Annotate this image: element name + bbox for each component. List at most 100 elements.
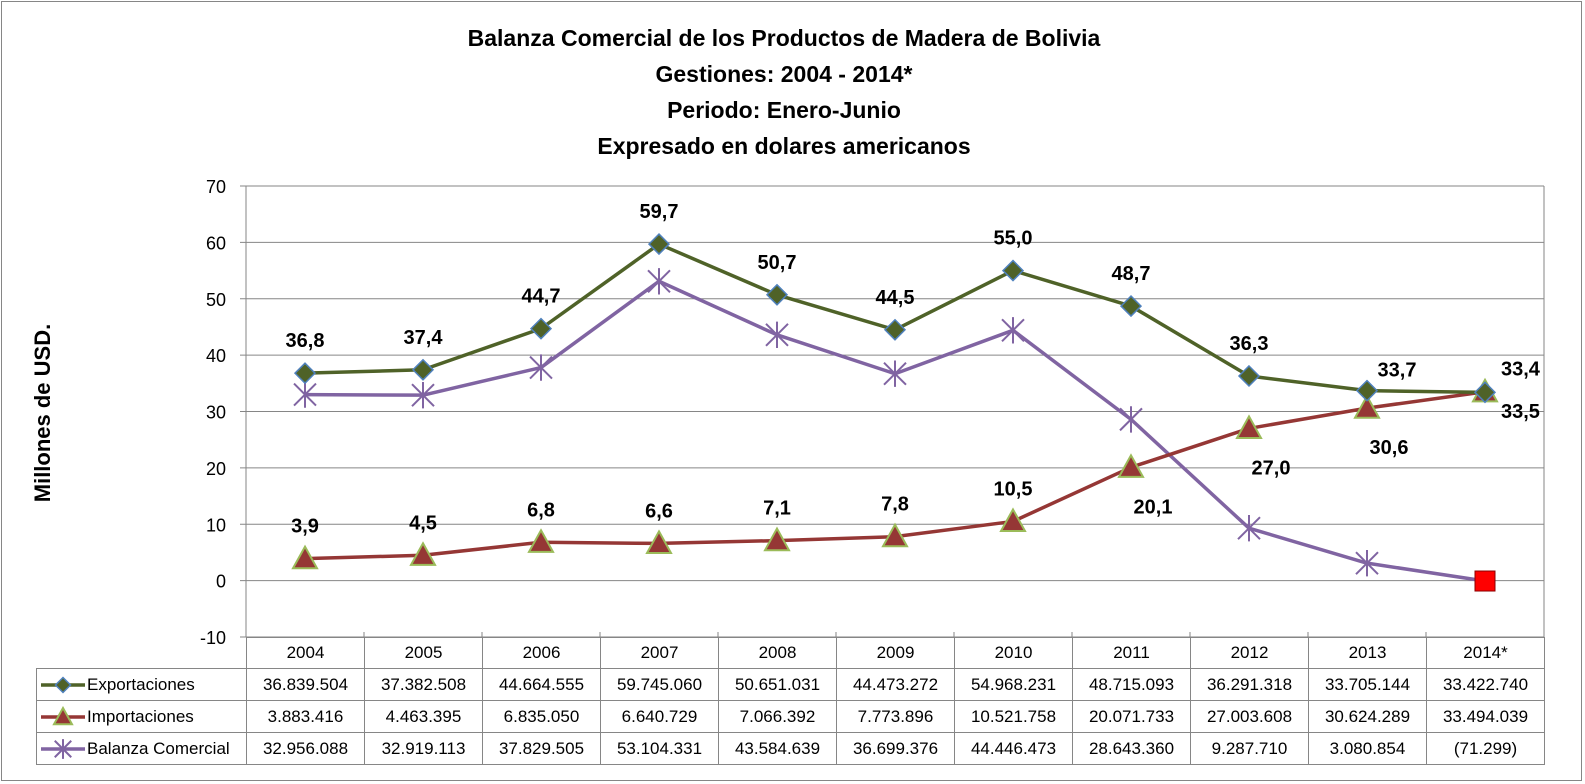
point-marker-exportaciones xyxy=(1355,379,1379,402)
table-cell: 6.835.050 xyxy=(482,700,601,733)
point-marker-balanza-comercial xyxy=(765,321,789,349)
point-marker-exportaciones xyxy=(529,317,553,340)
legend-key-exportaciones xyxy=(41,675,85,694)
table-cell: 3.883.416 xyxy=(246,700,365,733)
data-label-exportaciones: 37,4 xyxy=(404,327,444,349)
table-cell: 32.919.113 xyxy=(364,732,483,765)
y-tick-label: 20 xyxy=(206,459,226,479)
data-label-importaciones: 33,5 xyxy=(1501,401,1540,423)
data-table: 2004 2005 2006 2007 2008 2009 2010 2011 2012 2013… xyxy=(36,637,1545,765)
data-label-exportaciones: 36,3 xyxy=(1230,333,1269,355)
point-marker-balanza-comercial xyxy=(1355,549,1379,577)
data-label-importaciones: 3,9 xyxy=(291,516,319,538)
highlight-point-marker xyxy=(1474,570,1496,592)
table-cell: 32.956.088 xyxy=(246,732,365,765)
legend-label: Exportaciones xyxy=(87,674,195,694)
legend-key-marker xyxy=(54,675,72,694)
point-marker-importaciones xyxy=(999,507,1027,533)
data-label-importaciones: 6,8 xyxy=(527,499,555,521)
x-tick-label: 2012 xyxy=(1190,637,1309,669)
data-label-exportaciones: 48,7 xyxy=(1112,263,1151,285)
x-tick-label: 2013 xyxy=(1308,637,1427,669)
x-tick-label: 2014* xyxy=(1426,637,1545,669)
table-cell: 7.066.392 xyxy=(718,700,837,733)
point-marker-exportaciones xyxy=(1473,381,1497,404)
data-label-importaciones: 4,5 xyxy=(409,512,437,534)
point-marker-importaciones xyxy=(291,544,319,570)
data-label-exportaciones: 59,7 xyxy=(640,201,679,223)
table-cell: 33.494.039 xyxy=(1426,700,1545,733)
y-tick-label: 10 xyxy=(206,515,226,535)
table-cell: 43.584.639 xyxy=(718,732,837,765)
data-label-exportaciones: 33,7 xyxy=(1378,360,1417,382)
data-label-exportaciones: 36,8 xyxy=(286,330,325,352)
table-cell: 37.382.508 xyxy=(364,668,483,701)
point-marker-balanza-comercial xyxy=(647,268,671,295)
table-cell: 37.829.505 xyxy=(482,732,601,765)
y-tick-label: 50 xyxy=(206,290,226,310)
table-cell: 33.705.144 xyxy=(1308,668,1427,701)
table-cell: 33.422.740 xyxy=(1426,668,1545,701)
x-tick-label: 2004 xyxy=(246,637,365,669)
point-marker-importaciones xyxy=(527,528,555,553)
table-cell: 4.463.395 xyxy=(364,700,483,733)
point-marker-balanza-comercial xyxy=(411,381,435,409)
table-cell: 6.640.729 xyxy=(600,700,719,733)
point-marker-exportaciones xyxy=(647,233,671,256)
data-label-exportaciones: 33,4 xyxy=(1501,358,1541,380)
table-cell: 10.521.758 xyxy=(954,700,1073,733)
table-cell: 53.104.331 xyxy=(600,732,719,765)
point-marker-importaciones xyxy=(1235,414,1263,440)
point-marker-balanza-comercial xyxy=(1237,514,1261,542)
data-label-importaciones: 7,8 xyxy=(881,494,909,516)
table-cell: (71.299) xyxy=(1426,732,1545,765)
table-cell: 36.291.318 xyxy=(1190,668,1309,701)
data-label-importaciones: 27,0 xyxy=(1252,457,1291,479)
series-markers xyxy=(291,233,1499,592)
table-cell: 9.287.710 xyxy=(1190,732,1309,765)
data-label-importaciones: 30,6 xyxy=(1370,437,1409,459)
chart-title: Balanza Comercial de los Productos de Ma… xyxy=(0,20,1568,164)
point-marker-balanza-comercial xyxy=(1001,317,1025,344)
table-cell: 59.745.060 xyxy=(600,668,719,701)
data-label-exportaciones: 44,7 xyxy=(522,286,561,308)
title-line-3: Periodo: Enero-Junio xyxy=(667,97,901,123)
table-cell: 44.473.272 xyxy=(836,668,955,701)
legend-key-importaciones xyxy=(41,705,85,725)
point-marker-exportaciones xyxy=(1237,364,1261,388)
legend-label: Balanza Comercial xyxy=(87,738,230,758)
table-row: Balanza Comercial 32.956.088 32.919.113 37.… xyxy=(36,732,1545,765)
point-marker-exportaciones xyxy=(1119,295,1143,318)
data-label-importaciones: 6,6 xyxy=(645,500,673,522)
point-marker-balanza-comercial xyxy=(529,354,553,381)
data-label-exportaciones: 50,7 xyxy=(758,252,797,274)
x-tick-label: 2007 xyxy=(600,637,719,669)
data-label-importaciones: 20,1 xyxy=(1134,496,1173,518)
table-cell: 30.624.289 xyxy=(1308,700,1427,733)
table-cell: 3.080.854 xyxy=(1308,732,1427,765)
title-line-4: Expresado en dolares americanos xyxy=(597,133,971,159)
point-marker-importaciones xyxy=(1117,453,1145,478)
legend-key-marker xyxy=(54,738,72,759)
point-marker-balanza-comercial xyxy=(1119,406,1143,433)
legend-entry-balanza-comercial: Balanza Comercial xyxy=(36,732,247,765)
y-tick-label: 40 xyxy=(206,346,226,366)
legend-entry-importaciones: Importaciones xyxy=(36,700,247,733)
point-marker-importaciones xyxy=(409,541,437,566)
data-label-exportaciones: 44,5 xyxy=(876,287,915,309)
point-marker-balanza-comercial xyxy=(293,381,317,408)
x-tick-label: 2011 xyxy=(1072,637,1191,669)
title-line-1: Balanza Comercial de los Productos de Ma… xyxy=(467,25,1101,51)
point-marker-exportaciones xyxy=(411,358,435,381)
x-tick-label: 2005 xyxy=(364,637,483,669)
table-cell: 50.651.031 xyxy=(718,668,837,701)
table-cell: 20.071.733 xyxy=(1072,700,1191,733)
y-tick-label: 0 xyxy=(216,572,226,592)
legend-key-marker xyxy=(52,705,74,725)
table-cell: 48.715.093 xyxy=(1072,668,1191,701)
table-cell: 44.446.473 xyxy=(954,732,1073,765)
table-cell: 36.839.504 xyxy=(246,668,365,701)
title-line-2: Gestiones: 2004 - 2014* xyxy=(655,61,913,87)
